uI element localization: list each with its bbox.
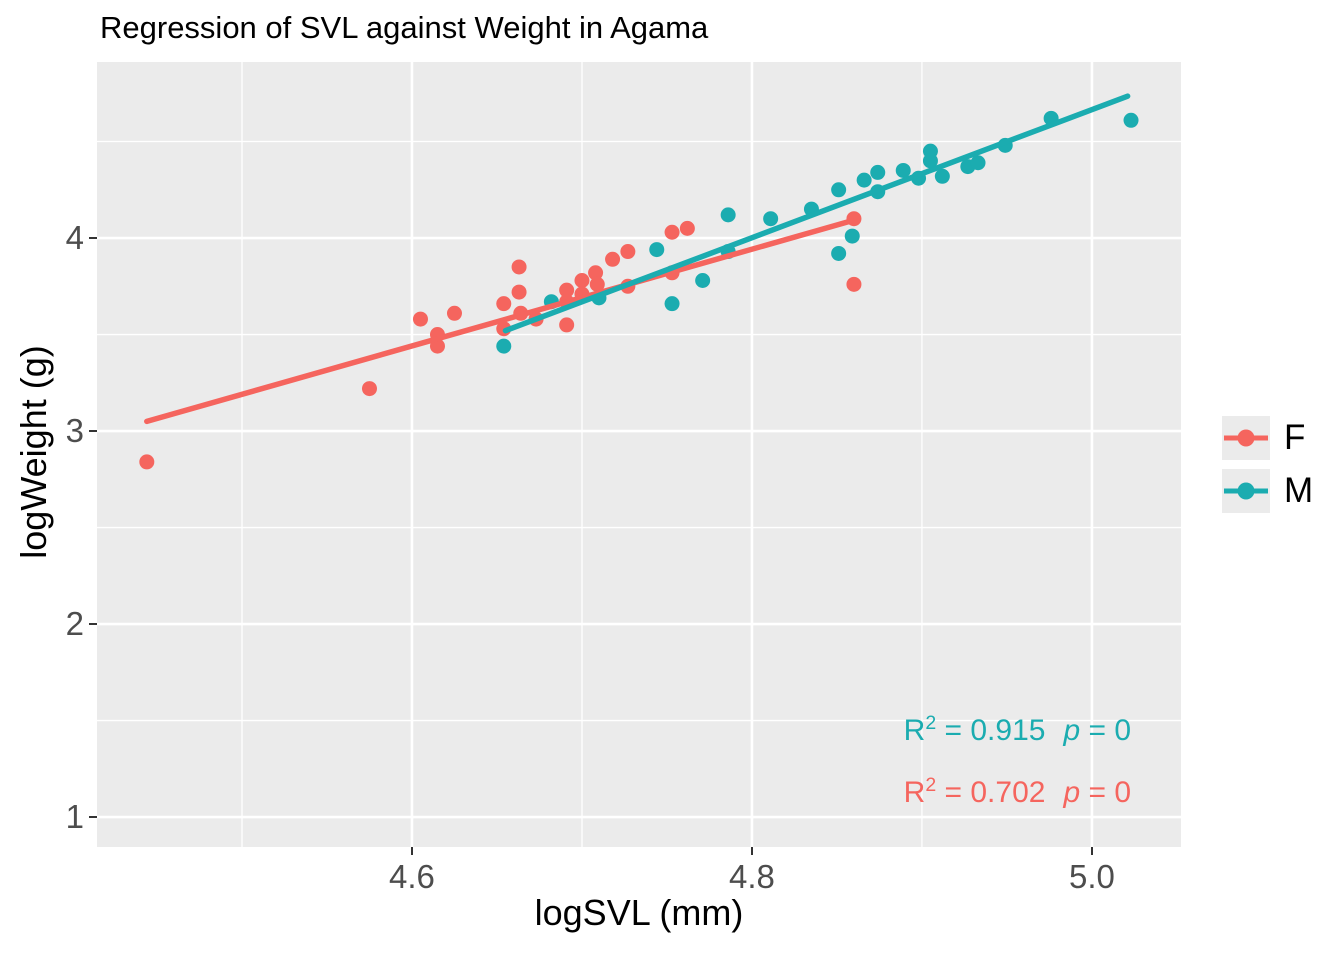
- x-tick-label: 4.6: [389, 858, 435, 895]
- r2-annotation-f: R2 = 0.702 p = 0: [904, 774, 1131, 810]
- legend-label: F: [1284, 418, 1306, 457]
- data-point-f: [361, 381, 377, 397]
- data-point-f: [496, 296, 512, 312]
- data-point-m: [831, 245, 847, 261]
- legend-key-f: [1222, 416, 1270, 460]
- data-point-m: [695, 272, 711, 288]
- x-axis-title: logSVL (mm): [534, 892, 744, 933]
- data-point-m: [895, 162, 911, 178]
- data-point-m: [870, 164, 886, 180]
- data-point-m: [922, 153, 938, 169]
- data-point-m: [856, 172, 872, 188]
- data-point-m: [934, 168, 950, 184]
- y-tick-label: 4: [65, 219, 84, 257]
- data-point-f: [605, 251, 621, 267]
- x-tick-mark: [410, 847, 414, 855]
- data-point-f: [412, 311, 428, 327]
- p-label: p: [1063, 776, 1081, 809]
- data-point-f: [446, 305, 462, 321]
- legend-key-m: [1222, 469, 1270, 513]
- data-point-m: [763, 211, 779, 227]
- r2-sup: 2: [925, 712, 937, 734]
- data-point-m: [970, 155, 986, 171]
- data-point-f: [574, 272, 590, 288]
- data-point-f: [511, 284, 527, 300]
- r2-label: R: [903, 714, 926, 747]
- data-point-m: [664, 296, 680, 312]
- x-tick-label: 5.0: [1068, 858, 1115, 895]
- y-tick-mark: [89, 429, 97, 433]
- legend-label: M: [1284, 471, 1314, 510]
- plot-title: Regression of SVL against Weight in Agam…: [100, 10, 709, 45]
- data-point-f: [559, 317, 575, 333]
- data-point-m: [844, 228, 860, 244]
- y-tick-mark: [89, 236, 97, 240]
- legend-key-glyph-m: [1224, 482, 1268, 500]
- y-tick-label: 2: [65, 605, 84, 643]
- p-label: p: [1063, 714, 1081, 747]
- legend-item-m: M: [1222, 469, 1313, 513]
- p-value: = 0: [1080, 776, 1131, 809]
- data-point-f: [559, 282, 575, 298]
- data-point-m: [720, 207, 736, 223]
- y-tick-label: 1: [65, 798, 84, 836]
- data-point-m: [831, 182, 847, 198]
- data-point-m: [1123, 112, 1139, 128]
- data-point-m: [649, 242, 665, 258]
- scatter-plot-svg: [97, 62, 1181, 847]
- x-tick-mark: [750, 847, 754, 855]
- data-point-m: [496, 338, 512, 354]
- data-point-f: [588, 265, 604, 281]
- legend-key-dot: [1237, 429, 1255, 447]
- legend-key-glyph-f: [1224, 429, 1268, 447]
- plot-panel: R2 = 0.915 p = 0 R2 = 0.702 p = 0: [97, 62, 1181, 847]
- data-point-f: [679, 220, 695, 236]
- r2-value: = 0.702: [936, 776, 1046, 809]
- x-tick-label: 4.8: [729, 858, 775, 895]
- r2-label: R: [903, 776, 926, 809]
- y-tick-label: 3: [65, 412, 84, 450]
- r2-annotation-m: R2 = 0.915 p = 0: [904, 712, 1131, 748]
- r2-value: = 0.915: [936, 714, 1046, 747]
- legend-key-dot: [1237, 482, 1255, 500]
- data-point-f: [511, 259, 527, 275]
- r2-sup: 2: [925, 774, 937, 796]
- regression-line-f: [144, 217, 855, 425]
- y-tick-mark: [89, 815, 97, 819]
- regression-line-m: [502, 93, 1131, 334]
- p-value: = 0: [1080, 714, 1131, 747]
- data-point-f: [664, 224, 680, 240]
- data-point-f: [589, 276, 605, 292]
- x-tick-mark: [1090, 847, 1094, 855]
- legend-item-f: F: [1222, 416, 1313, 460]
- data-point-f: [620, 244, 636, 260]
- y-tick-mark: [89, 622, 97, 626]
- legend: F M: [1222, 416, 1313, 513]
- data-point-f: [139, 454, 155, 470]
- y-axis-title: logWeight (g): [13, 345, 54, 559]
- data-point-f: [846, 276, 862, 292]
